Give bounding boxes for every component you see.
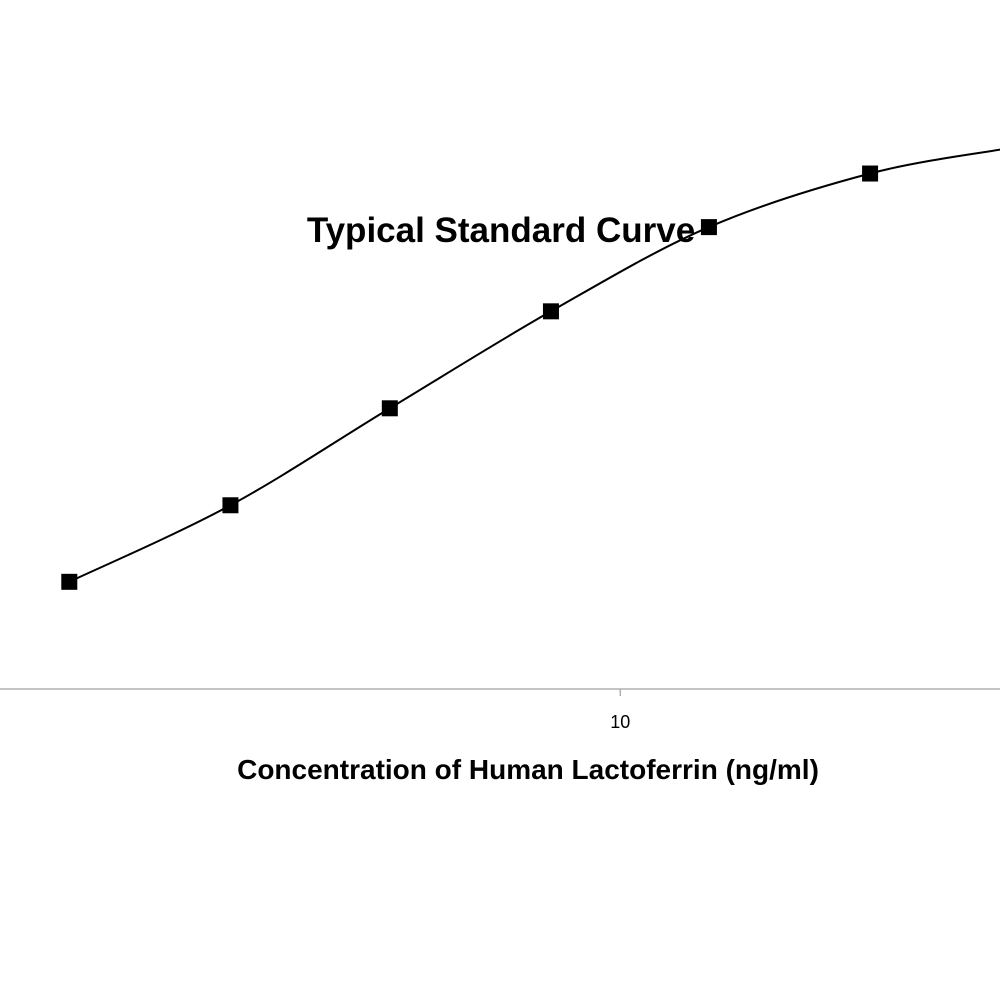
- x-axis-ticks: 10: [610, 689, 630, 732]
- data-point-marker: [542, 303, 559, 320]
- data-point-marker: [222, 497, 239, 514]
- data-point-marker: [862, 165, 879, 182]
- x-tick-label: 10: [610, 712, 630, 732]
- chart-title: Typical Standard Curve: [307, 211, 695, 250]
- data-markers: [61, 165, 879, 590]
- data-point-marker: [700, 219, 717, 236]
- x-axis-label: Concentration of Human Lactoferrin (ng/m…: [237, 754, 819, 785]
- data-point-marker: [61, 573, 78, 590]
- data-point-marker: [381, 400, 398, 417]
